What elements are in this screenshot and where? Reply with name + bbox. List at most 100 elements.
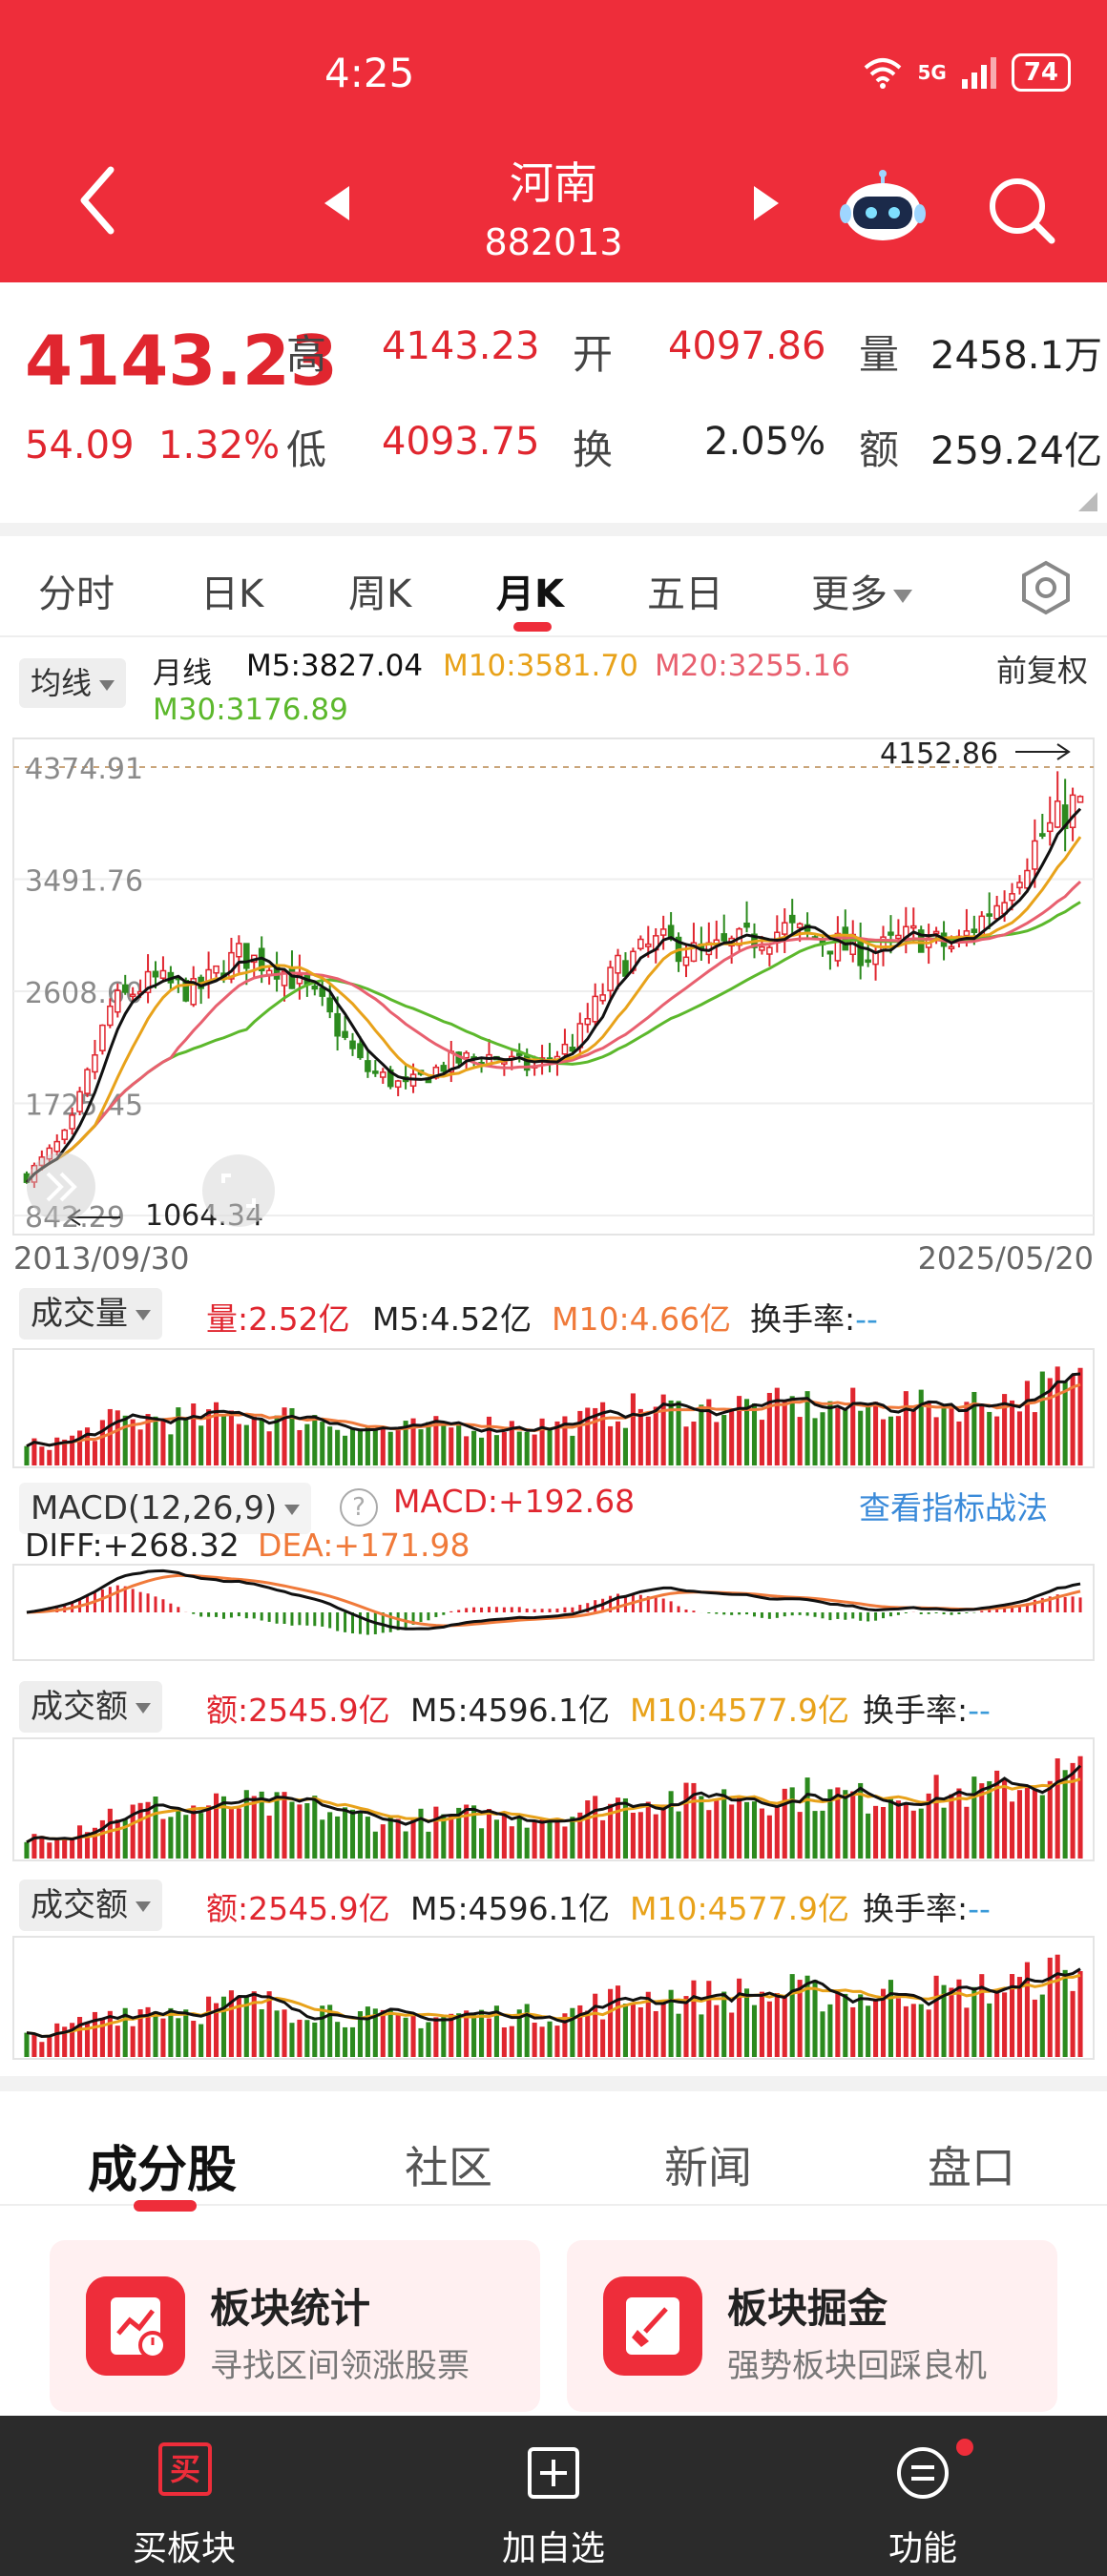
status-icons: 5G 74: [862, 53, 1071, 92]
volume-bar: [1032, 1789, 1037, 1859]
function-menu-button[interactable]: 功能: [739, 2416, 1107, 2576]
volume-bar: [320, 2005, 325, 2057]
tab-community[interactable]: 社区: [405, 2142, 492, 2193]
volume-bar: [630, 1393, 636, 1465]
volume-bar: [987, 1411, 992, 1465]
volume-bar: [349, 2026, 356, 2057]
volume-bar: [858, 1782, 864, 1859]
volume-bar: [343, 1807, 348, 1859]
volume-bar: [228, 1990, 234, 2057]
chart-start-date: 2013/09/30: [13, 1240, 190, 1277]
candle-body: [236, 943, 242, 958]
volume-chart[interactable]: [12, 1348, 1095, 1468]
volume-turnover-label: 换手率:: [750, 1300, 856, 1338]
sector-mining-card[interactable]: 板块掘金 强势板块回踩良机: [567, 2240, 1057, 2412]
card-subtitle: 寻找区间领涨股票: [210, 2347, 470, 2385]
volume-bar: [827, 1401, 833, 1465]
sector-code: 882013: [484, 221, 623, 263]
open-label: 开: [573, 331, 614, 378]
volume-bar: [653, 1406, 658, 1465]
double-chevron-icon: [59, 1172, 77, 1202]
help-icon[interactable]: ?: [340, 1488, 378, 1527]
volume-bar: [835, 1407, 841, 1465]
back-icon[interactable]: [74, 162, 122, 239]
volume-bar: [349, 1809, 356, 1859]
add-watchlist-label: 加自选: [501, 2529, 605, 2568]
volume-bar: [251, 1416, 257, 1465]
macd-indicator-selector[interactable]: MACD(12,26,9): [19, 1483, 312, 1534]
ma30-legend: M30:3176.89: [153, 693, 348, 727]
candle-body: [796, 923, 804, 929]
expand-corner-icon[interactable]: [1078, 492, 1097, 511]
volume-label: 量: [859, 331, 900, 378]
volume-bar: [236, 1995, 241, 2057]
volume-bar: [198, 1813, 204, 1859]
amount-indicator-selector-2[interactable]: 成交额: [19, 1880, 162, 1931]
next-sector-icon[interactable]: [754, 186, 779, 220]
volume-bar: [410, 1418, 416, 1465]
chevron-down-icon: [136, 1901, 151, 1912]
amount-chart[interactable]: [12, 1737, 1095, 1861]
price-adjust-toggle[interactable]: 前复权: [995, 653, 1088, 689]
tab-daily-k[interactable]: 日K: [200, 572, 264, 616]
tab-constituents[interactable]: 成分股: [88, 2142, 238, 2199]
candle-body: [152, 970, 159, 978]
volume-bar: [1032, 1999, 1037, 2057]
assistant-robot-icon[interactable]: [840, 170, 926, 242]
volume-bar: [99, 2019, 105, 2057]
sector-stats-card[interactable]: 板块统计 寻找区间领涨股票: [50, 2240, 540, 2412]
volume-bar: [1062, 1381, 1068, 1465]
add-watchlist-button[interactable]: 加自选: [369, 2416, 738, 2576]
volume-bar: [964, 1402, 970, 1465]
panel-frame: [12, 1564, 1095, 1661]
tab-monthly-k[interactable]: 月K: [496, 572, 564, 616]
volume-bar: [714, 1422, 720, 1465]
amount-chart-2[interactable]: [12, 1936, 1095, 2060]
amount-indicator-selector[interactable]: 成交额: [19, 1681, 162, 1733]
volume-bar: [1024, 1381, 1030, 1465]
volume-bar: [77, 2016, 83, 2057]
search-icon[interactable]: [985, 174, 1057, 246]
tab-order-book[interactable]: 盘口: [928, 2142, 1015, 2193]
tab-five-day[interactable]: 五日: [647, 572, 723, 616]
m5-line: [26, 1372, 1081, 1448]
candlestick-chart[interactable]: 4374.913491.762608.601725.45842.294152.8…: [12, 737, 1095, 1236]
candle-body: [759, 945, 765, 951]
ma-selector[interactable]: 均线: [19, 658, 127, 708]
volume-bar: [888, 1416, 893, 1465]
volume-indicator-selector[interactable]: 成交量: [19, 1288, 162, 1340]
candle-body: [357, 1043, 364, 1059]
volume-bar: [524, 2004, 530, 2057]
candle-body: [228, 951, 235, 980]
buy-sector-button[interactable]: 买 买板块: [0, 2416, 368, 2576]
volume-bar: [1010, 1974, 1015, 2057]
volume-bar: [176, 1407, 181, 1465]
volume-bar: [797, 1417, 803, 1465]
candle-body: [144, 970, 152, 993]
volume-bar: [971, 1776, 977, 1859]
fullscreen-corner: [221, 1174, 231, 1183]
tab-more[interactable]: 更多: [811, 563, 912, 618]
volume-bar: [1016, 1411, 1023, 1465]
macd-chart[interactable]: [12, 1564, 1095, 1661]
indicator-strategy-link[interactable]: 查看指标战法: [859, 1489, 1048, 1527]
volume-bar: [1016, 1977, 1023, 2057]
candle-body: [61, 1129, 68, 1140]
tab-news[interactable]: 新闻: [664, 2142, 752, 2193]
candle-body: [948, 945, 955, 950]
volume-bar: [676, 2013, 681, 2057]
tab-intraday[interactable]: 分时: [38, 572, 115, 616]
volume-bar: [789, 1787, 795, 1859]
volume-bar: [471, 1805, 477, 1859]
volume-bar: [372, 1831, 378, 1859]
volume-bar: [1010, 1801, 1015, 1859]
volume-bar: [759, 1420, 764, 1465]
prev-sector-icon[interactable]: [324, 186, 349, 220]
candle-body: [932, 930, 940, 935]
volume-bar: [357, 1428, 363, 1465]
volume-bar: [706, 1399, 712, 1465]
volume-bar: [214, 2003, 219, 2057]
volume-bar: [168, 1817, 174, 1859]
tab-weekly-k[interactable]: 周K: [348, 572, 412, 616]
chart-settings-icon[interactable]: [1017, 559, 1075, 616]
